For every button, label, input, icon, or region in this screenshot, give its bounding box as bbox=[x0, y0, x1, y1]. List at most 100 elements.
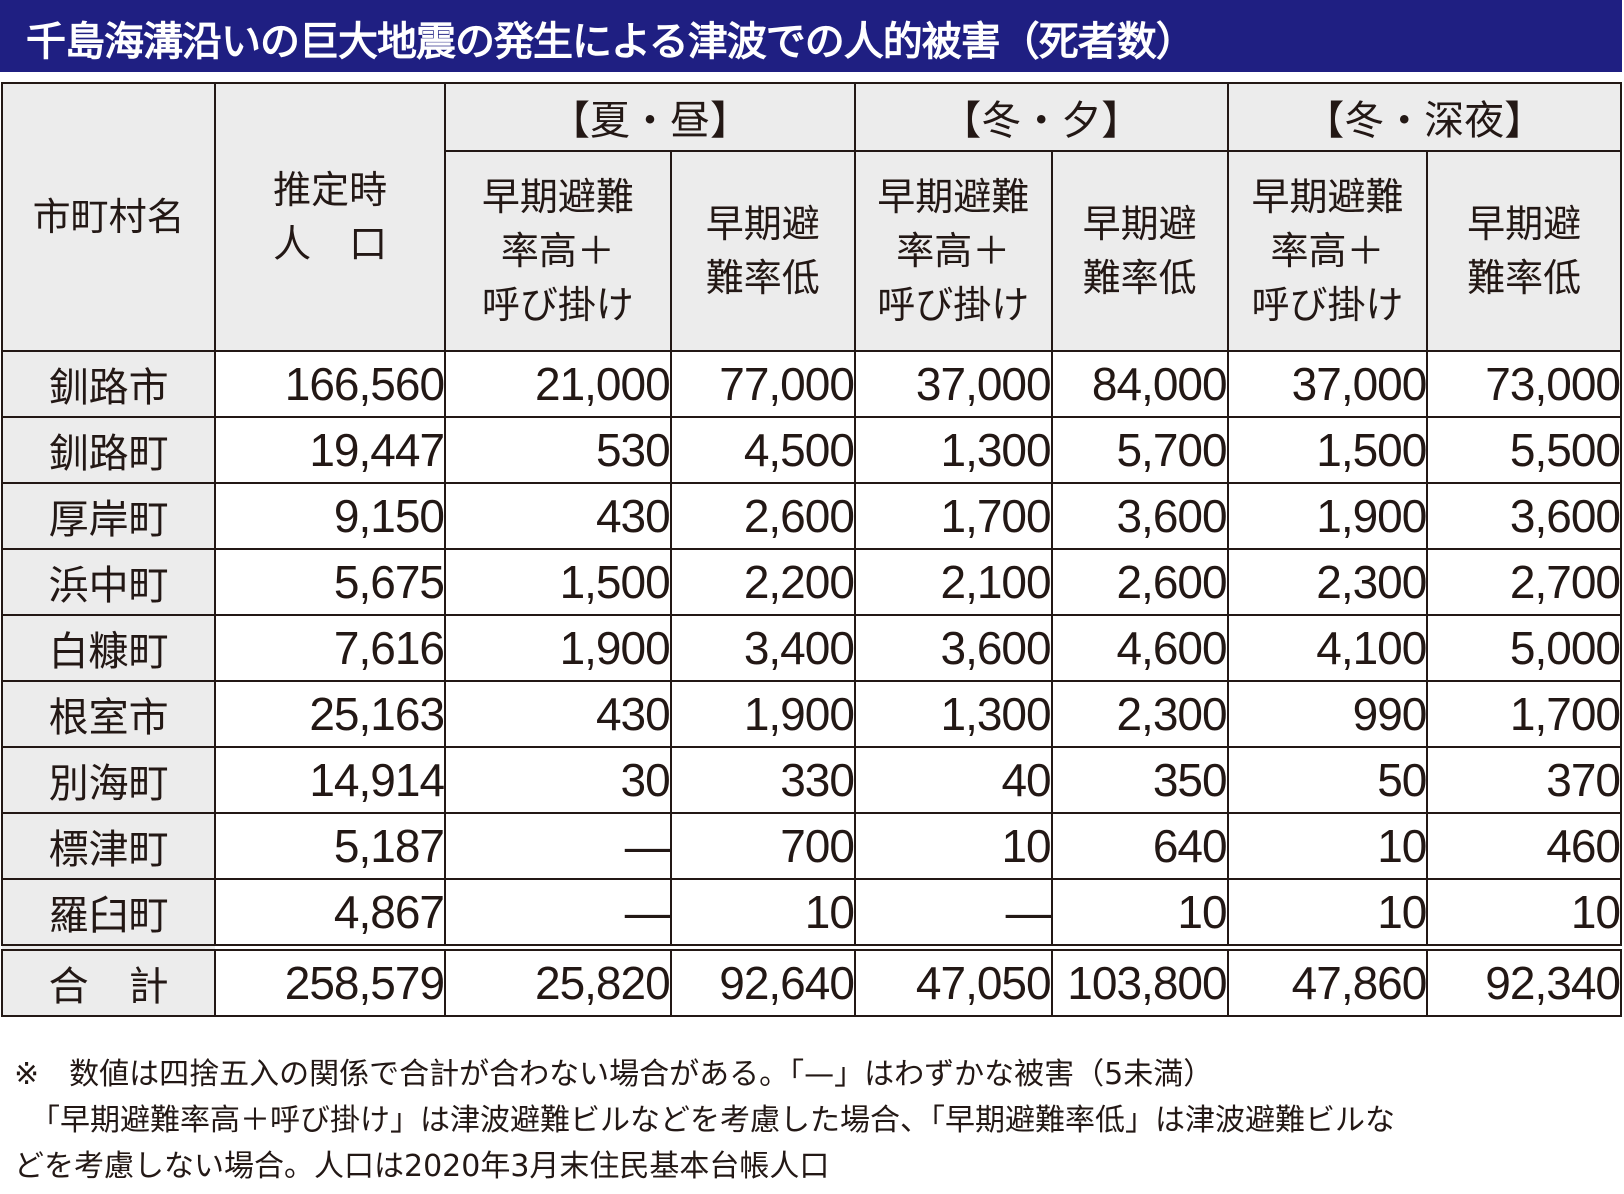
death-count-cell: 430 bbox=[444, 680, 672, 748]
death-count-cell: 103,800 bbox=[1050, 944, 1229, 1017]
death-count-cell: 1,500 bbox=[444, 548, 672, 616]
death-count-cell: 40 bbox=[853, 746, 1053, 814]
death-count-cell: 1,700 bbox=[1426, 680, 1622, 748]
death-count-cell: 47,860 bbox=[1226, 944, 1429, 1017]
header-group-winter-night: 【冬・深夜】 bbox=[1226, 82, 1623, 152]
footnote-line: 「早期避難率高＋呼び掛け」は津波避難ビルなどを考慮した場合、「早期避難率低」は津… bbox=[30, 1103, 1395, 1138]
death-count-cell: 3,600 bbox=[853, 614, 1053, 682]
municipality-name: 別海町 bbox=[0, 746, 217, 814]
death-count-cell: 4,100 bbox=[1226, 614, 1429, 682]
footnote-line: ※ 数値は四捨五入の関係で合計が合わない場合がある。「—」はわずかな被害（5未満… bbox=[14, 1057, 1214, 1092]
death-count-cell: 2,600 bbox=[669, 482, 856, 550]
death-count-cell: 5,700 bbox=[1050, 416, 1229, 484]
header-municipality: 市町村名 bbox=[0, 82, 217, 352]
death-count-cell: 3,600 bbox=[1050, 482, 1229, 550]
death-count-cell: 50 bbox=[1226, 746, 1429, 814]
title-bar: 千島海溝沿いの巨大地震の発生による津波での人的被害（死者数） bbox=[0, 0, 1622, 72]
death-count-cell: 30 bbox=[444, 746, 672, 814]
population-cell: 14,914 bbox=[214, 746, 447, 814]
header-group-summer-day: 【夏・昼】 bbox=[444, 82, 856, 152]
death-count-cell: 1,900 bbox=[669, 680, 856, 748]
death-count-cell: 2,100 bbox=[853, 548, 1053, 616]
death-count-cell: 37,000 bbox=[1226, 350, 1429, 418]
death-count-cell: 2,700 bbox=[1426, 548, 1622, 616]
municipality-name: 根室市 bbox=[0, 680, 217, 748]
death-count-cell: 1,900 bbox=[444, 614, 672, 682]
header-high-evac: 早期避難 率高＋ 呼び掛け bbox=[853, 150, 1053, 352]
death-count-cell: 21,000 bbox=[444, 350, 672, 418]
table-row: 羅臼町 4,867—10—10 10 10 bbox=[0, 878, 1622, 949]
death-count-cell: 330 bbox=[669, 746, 856, 814]
death-count-cell: 1,300 bbox=[853, 416, 1053, 484]
death-count-cell: 5,000 bbox=[1426, 614, 1622, 682]
header-population: 推定時人 口 bbox=[214, 82, 447, 352]
population-cell: 9,150 bbox=[214, 482, 447, 550]
death-count-cell: 92,340 bbox=[1426, 944, 1622, 1017]
table-row: 釧路町 19,447 530 4,500 1,300 5,700 1,500 5,500 bbox=[0, 416, 1622, 484]
page-title: 千島海溝沿いの巨大地震の発生による津波での人的被害（死者数） bbox=[26, 19, 1196, 65]
death-count-cell: 370 bbox=[1426, 746, 1622, 814]
death-count-cell: 25,820 bbox=[444, 944, 672, 1017]
death-count-cell: 3,400 bbox=[669, 614, 856, 682]
total-row: 合 計 258,579 25,820 92,640 47,050 103,800 47,86… bbox=[0, 944, 1622, 1017]
death-count-cell: 2,200 bbox=[669, 548, 856, 616]
population-cell: 4,867 bbox=[214, 878, 447, 949]
population-cell: 258,579 bbox=[214, 944, 447, 1017]
table-row: 釧路市 166,560 21,000 77,000 37,000 84,000 37,000… bbox=[0, 350, 1622, 418]
population-cell: 166,560 bbox=[214, 350, 447, 418]
population-cell: 25,163 bbox=[214, 680, 447, 748]
municipality-name: 浜中町 bbox=[0, 548, 217, 616]
death-count-cell: 640 bbox=[1050, 812, 1229, 880]
death-count-cell: 10 bbox=[669, 878, 856, 949]
population-cell: 5,675 bbox=[214, 548, 447, 616]
death-count-cell: 37,000 bbox=[853, 350, 1053, 418]
death-count-cell: — bbox=[853, 878, 1053, 949]
death-count-cell: 700 bbox=[669, 812, 856, 880]
death-count-cell: 5,500 bbox=[1426, 416, 1622, 484]
death-count-cell: 1,900 bbox=[1226, 482, 1429, 550]
death-count-cell: 2,300 bbox=[1050, 680, 1229, 748]
death-count-cell: 530 bbox=[444, 416, 672, 484]
death-count-cell: 1,500 bbox=[1226, 416, 1429, 484]
municipality-name: 釧路市 bbox=[0, 350, 217, 418]
table-row: 別海町 14,914 30 330 40 350 50 370 bbox=[0, 746, 1622, 814]
death-count-cell: 73,000 bbox=[1426, 350, 1622, 418]
header-low-evac: 早期避 難率低 bbox=[1426, 150, 1622, 352]
municipality-name: 羅臼町 bbox=[0, 878, 217, 949]
death-count-cell: 1,700 bbox=[853, 482, 1053, 550]
death-count-cell: 3,600 bbox=[1426, 482, 1622, 550]
death-count-cell: 350 bbox=[1050, 746, 1229, 814]
death-count-cell: — bbox=[444, 878, 672, 949]
death-count-cell: 1,300 bbox=[853, 680, 1053, 748]
municipality-name: 標津町 bbox=[0, 812, 217, 880]
header-low-evac: 早期避 難率低 bbox=[1050, 150, 1229, 352]
death-count-cell: 990 bbox=[1226, 680, 1429, 748]
death-count-cell: 84,000 bbox=[1050, 350, 1229, 418]
municipality-name: 釧路町 bbox=[0, 416, 217, 484]
death-count-cell: 460 bbox=[1426, 812, 1622, 880]
municipality-name: 厚岸町 bbox=[0, 482, 217, 550]
table-row: 根室市 25,163 430 1,900 1,300 2,300 990 1,700 bbox=[0, 680, 1622, 748]
municipality-name: 合 計 bbox=[0, 944, 217, 1017]
population-cell: 7,616 bbox=[214, 614, 447, 682]
table-row: 標津町 5,187—700 10 640 10 460 bbox=[0, 812, 1622, 880]
death-count-cell: 4,600 bbox=[1050, 614, 1229, 682]
death-count-cell: 2,300 bbox=[1226, 548, 1429, 616]
population-cell: 5,187 bbox=[214, 812, 447, 880]
table-row: 厚岸町 9,150 430 2,600 1,700 3,600 1,900 3,600 bbox=[0, 482, 1622, 550]
death-count-cell: 4,500 bbox=[669, 416, 856, 484]
population-cell: 19,447 bbox=[214, 416, 447, 484]
death-count-cell: 10 bbox=[1426, 878, 1622, 949]
death-count-cell: 47,050 bbox=[853, 944, 1053, 1017]
death-count-cell: 430 bbox=[444, 482, 672, 550]
header-high-evac: 早期避難 率高＋ 呼び掛け bbox=[444, 150, 672, 352]
header-group-winter-evening: 【冬・夕】 bbox=[853, 82, 1229, 152]
death-count-cell: 77,000 bbox=[669, 350, 856, 418]
municipality-name: 白糠町 bbox=[0, 614, 217, 682]
footnote-line: どを考慮しない場合。人口は2020年3月末住民基本台帳人口 bbox=[14, 1149, 830, 1184]
table-row: 白糠町 7,616 1,900 3,400 3,600 4,600 4,100 5,000 bbox=[0, 614, 1622, 682]
table-row: 浜中町 5,675 1,500 2,200 2,100 2,600 2,300 2,700 bbox=[0, 548, 1622, 616]
header-high-evac: 早期避難 率高＋ 呼び掛け bbox=[1226, 150, 1429, 352]
death-count-cell: 10 bbox=[1050, 878, 1229, 949]
death-count-cell: 10 bbox=[1226, 812, 1429, 880]
